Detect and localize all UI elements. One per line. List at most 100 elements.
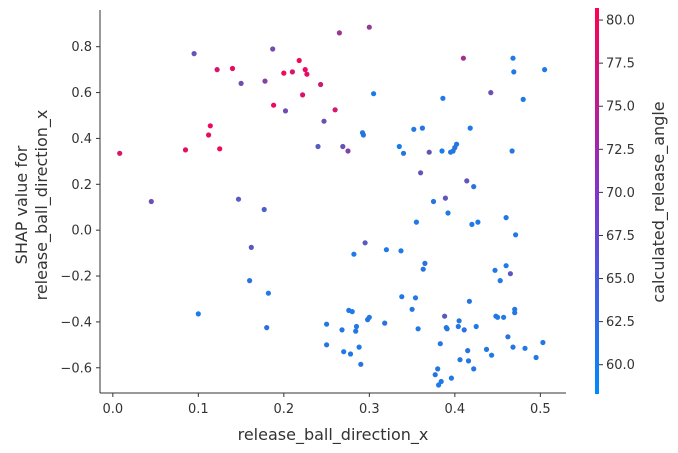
x-tick-label: 0.3 xyxy=(359,402,380,417)
scatter-point xyxy=(497,278,503,284)
colorbar-tick-label: 67.5 xyxy=(606,229,635,244)
colorbar-label: calculated_release_angle xyxy=(649,101,669,302)
scatter-point xyxy=(542,67,548,73)
colorbar-tick-label: 75.0 xyxy=(606,100,635,115)
scatter-point xyxy=(207,123,213,129)
scatter-point xyxy=(418,170,424,176)
scatter-point xyxy=(318,81,324,88)
x-axis-ticks: 0.0 0.1 0.2 0.3 0.4 0.5 xyxy=(102,393,551,417)
scatter-point xyxy=(503,215,509,221)
scatter-point xyxy=(503,263,509,269)
colorbar-tick-label: 65.0 xyxy=(606,272,635,287)
scatter-point xyxy=(247,278,253,284)
scatter-point xyxy=(510,344,516,350)
y-tick-label: 0.2 xyxy=(71,178,92,193)
scatter-point xyxy=(264,325,270,331)
scatter-point xyxy=(473,323,479,330)
scatter-point xyxy=(438,378,444,385)
scatter-point xyxy=(195,311,201,317)
scatter-point xyxy=(261,206,267,213)
scatter-point xyxy=(439,148,445,154)
y-tick-label: 0.4 xyxy=(71,132,92,147)
scatter-point xyxy=(281,70,287,76)
scatter-point xyxy=(366,314,372,320)
scatter-point xyxy=(229,65,236,72)
scatter-point xyxy=(214,67,220,73)
scatter-point xyxy=(415,326,421,332)
y-tick-label: 0.0 xyxy=(71,224,92,239)
scatter-point xyxy=(420,266,426,272)
scatter-point xyxy=(430,198,437,205)
scatter-point xyxy=(148,198,154,205)
y-tick-label: 0.6 xyxy=(71,86,92,101)
scatter-point xyxy=(471,366,477,372)
scatter-point xyxy=(332,107,338,113)
scatter-points xyxy=(117,24,548,388)
scatter-point xyxy=(465,348,471,354)
colorbar-tick-label: 70.0 xyxy=(606,186,635,201)
y-tick-label: −0.2 xyxy=(60,270,92,285)
y-axis-label-line-1: SHAP value for xyxy=(12,145,31,264)
scatter-point xyxy=(324,321,330,327)
scatter-point xyxy=(248,244,254,250)
scatter-point xyxy=(191,51,197,57)
scatter-point xyxy=(296,57,302,64)
scatter-point xyxy=(349,309,355,315)
scatter-point xyxy=(235,196,242,202)
x-tick-label: 0.0 xyxy=(102,402,123,417)
scatter-point xyxy=(360,132,366,138)
scatter-point xyxy=(466,298,472,304)
scatter-point xyxy=(409,306,415,312)
y-tick-label: −0.4 xyxy=(60,315,92,330)
scatter-point xyxy=(457,357,463,363)
scatter-point xyxy=(413,219,419,225)
scatter-point xyxy=(339,327,345,333)
scatter-point xyxy=(117,150,123,156)
colorbar-ticks: 60.0 62.5 65.0 67.5 70.0 72.5 75.0 77.5 80.0 xyxy=(599,14,635,373)
scatter-point xyxy=(399,294,405,300)
scatter-point xyxy=(489,352,495,358)
scatter-point xyxy=(513,232,519,238)
scatter-point xyxy=(321,118,327,124)
scatter-point xyxy=(271,102,277,108)
scatter-point xyxy=(444,326,450,332)
scatter-point xyxy=(488,90,494,96)
scatter-point xyxy=(371,91,377,97)
scatter-point xyxy=(495,314,501,320)
x-tick-label: 0.4 xyxy=(445,402,466,417)
colorbar-tick-label: 80.0 xyxy=(606,14,635,29)
scatter-point xyxy=(356,344,362,350)
scatter-point xyxy=(456,318,462,324)
scatter-point xyxy=(362,240,368,246)
scatter-point xyxy=(351,251,357,257)
scatter-point xyxy=(442,313,448,319)
scatter-point xyxy=(510,55,516,61)
x-tick-label: 0.5 xyxy=(530,402,551,417)
scatter-point xyxy=(238,80,244,86)
colorbar-label-group: calculated_release_angle xyxy=(649,101,669,302)
scatter-point xyxy=(419,125,425,131)
scatter-point xyxy=(347,351,354,357)
colorbar-tick-label: 77.5 xyxy=(606,57,635,72)
scatter-point xyxy=(324,342,330,348)
scatter-point xyxy=(262,78,268,84)
scatter-point xyxy=(507,271,513,277)
scatter-point xyxy=(505,334,511,340)
y-axis-ticks: −0.6 −0.4 −0.2 0.0 0.2 0.4 0.6 0.8 xyxy=(60,40,100,376)
scatter-point xyxy=(340,143,346,150)
scatter-point xyxy=(522,345,528,351)
scatter-point xyxy=(382,320,388,326)
scatter-point xyxy=(270,46,276,52)
scatter-point xyxy=(460,55,466,61)
scatter-point xyxy=(182,147,189,153)
y-tick-label: −0.6 xyxy=(60,361,92,376)
y-axis-label: SHAP value for release_ball_direction_x xyxy=(12,110,52,301)
scatter-point xyxy=(520,96,526,102)
scatter-point xyxy=(464,178,470,184)
x-axis-label: release_ball_direction_x xyxy=(238,425,429,445)
scatter-point xyxy=(437,341,443,347)
scatter-point xyxy=(533,354,539,361)
colorbar xyxy=(595,8,599,394)
scatter-point xyxy=(422,260,428,266)
